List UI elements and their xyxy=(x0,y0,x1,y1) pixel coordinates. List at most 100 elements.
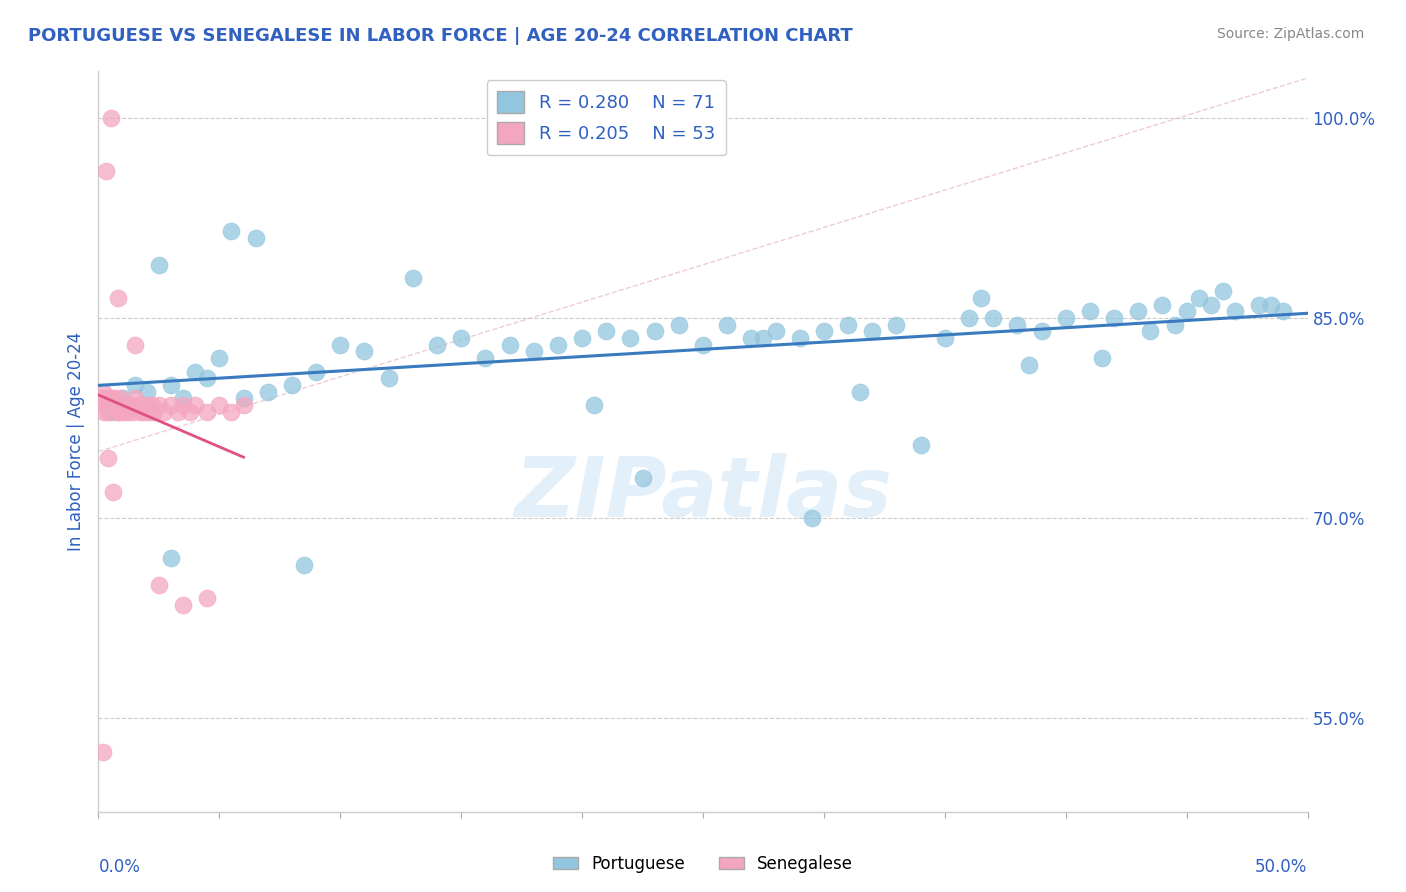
Point xyxy=(195,371,218,385)
Point xyxy=(1054,311,1077,326)
Point xyxy=(135,398,157,412)
Point xyxy=(141,398,163,412)
Point xyxy=(124,391,146,405)
Point xyxy=(583,398,606,412)
Point xyxy=(1018,358,1040,372)
Point xyxy=(740,331,762,345)
Point xyxy=(195,591,218,606)
Point xyxy=(1175,304,1198,318)
Point xyxy=(281,377,304,392)
Point xyxy=(101,484,124,499)
Point xyxy=(571,331,593,345)
Point xyxy=(100,391,122,405)
Point xyxy=(121,404,143,418)
Point xyxy=(232,391,254,405)
Point xyxy=(1128,304,1150,318)
Point xyxy=(1199,298,1222,312)
Point xyxy=(108,391,131,405)
Point xyxy=(103,391,125,405)
Point xyxy=(104,398,127,412)
Point xyxy=(813,325,835,339)
Point xyxy=(716,318,738,332)
Point xyxy=(644,325,666,339)
Point xyxy=(172,391,194,405)
Point xyxy=(402,271,425,285)
Point xyxy=(100,398,122,412)
Legend: R = 0.280    N = 71, R = 0.205    N = 53: R = 0.280 N = 71, R = 0.205 N = 53 xyxy=(486,80,725,155)
Point xyxy=(138,404,160,418)
Point xyxy=(1139,325,1161,339)
Point xyxy=(117,404,139,418)
Point xyxy=(595,325,617,339)
Point xyxy=(221,224,243,238)
Point xyxy=(167,404,190,418)
Point xyxy=(111,404,134,418)
Point xyxy=(631,471,654,485)
Point xyxy=(94,391,117,405)
Point xyxy=(305,364,328,378)
Legend: Portuguese, Senegalese: Portuguese, Senegalese xyxy=(547,848,859,880)
Text: PORTUGUESE VS SENEGALESE IN LABOR FORCE | AGE 20-24 CORRELATION CHART: PORTUGUESE VS SENEGALESE IN LABOR FORCE … xyxy=(28,27,853,45)
Point xyxy=(547,338,569,352)
Text: Source: ZipAtlas.com: Source: ZipAtlas.com xyxy=(1216,27,1364,41)
Point xyxy=(124,338,146,352)
Point xyxy=(353,344,375,359)
Point xyxy=(91,384,114,399)
Point xyxy=(107,398,129,412)
Point xyxy=(256,384,278,399)
Point xyxy=(1272,304,1295,318)
Point xyxy=(172,598,194,612)
Point xyxy=(981,311,1004,326)
Point xyxy=(127,398,149,412)
Point xyxy=(131,398,153,412)
Point xyxy=(100,404,122,418)
Point xyxy=(1249,298,1271,312)
Point xyxy=(208,351,231,366)
Y-axis label: In Labor Force | Age 20-24: In Labor Force | Age 20-24 xyxy=(66,332,84,551)
Point xyxy=(1078,304,1101,318)
Point xyxy=(152,404,174,418)
Point xyxy=(172,398,194,412)
Point xyxy=(523,344,546,359)
Point xyxy=(1031,325,1053,339)
Point xyxy=(148,258,170,272)
Point xyxy=(97,451,120,466)
Point xyxy=(860,325,883,339)
Point xyxy=(184,398,207,412)
Point xyxy=(1091,351,1114,366)
Point xyxy=(148,578,170,592)
Point xyxy=(934,331,956,345)
Point xyxy=(1102,311,1125,326)
Point xyxy=(97,404,120,418)
Point xyxy=(1260,298,1282,312)
Point xyxy=(208,398,231,412)
Point xyxy=(1188,291,1211,305)
Point xyxy=(100,111,122,125)
Text: 0.0%: 0.0% xyxy=(98,858,141,877)
Text: ZIPatlas: ZIPatlas xyxy=(515,453,891,534)
Text: 50.0%: 50.0% xyxy=(1256,858,1308,877)
Point xyxy=(98,391,121,405)
Point xyxy=(498,338,520,352)
Point xyxy=(1152,298,1174,312)
Point xyxy=(292,558,315,572)
Point xyxy=(114,398,136,412)
Point xyxy=(96,398,118,412)
Point xyxy=(91,398,114,412)
Point xyxy=(329,338,352,352)
Point xyxy=(232,398,254,412)
Point xyxy=(1163,318,1185,332)
Point xyxy=(143,404,166,418)
Point xyxy=(105,404,128,418)
Point xyxy=(692,338,714,352)
Point xyxy=(94,164,117,178)
Point xyxy=(135,384,157,399)
Point xyxy=(107,291,129,305)
Point xyxy=(668,318,690,332)
Point xyxy=(90,391,112,405)
Point xyxy=(789,331,811,345)
Point xyxy=(124,377,146,392)
Point xyxy=(101,398,124,412)
Point xyxy=(134,404,156,418)
Point xyxy=(910,438,932,452)
